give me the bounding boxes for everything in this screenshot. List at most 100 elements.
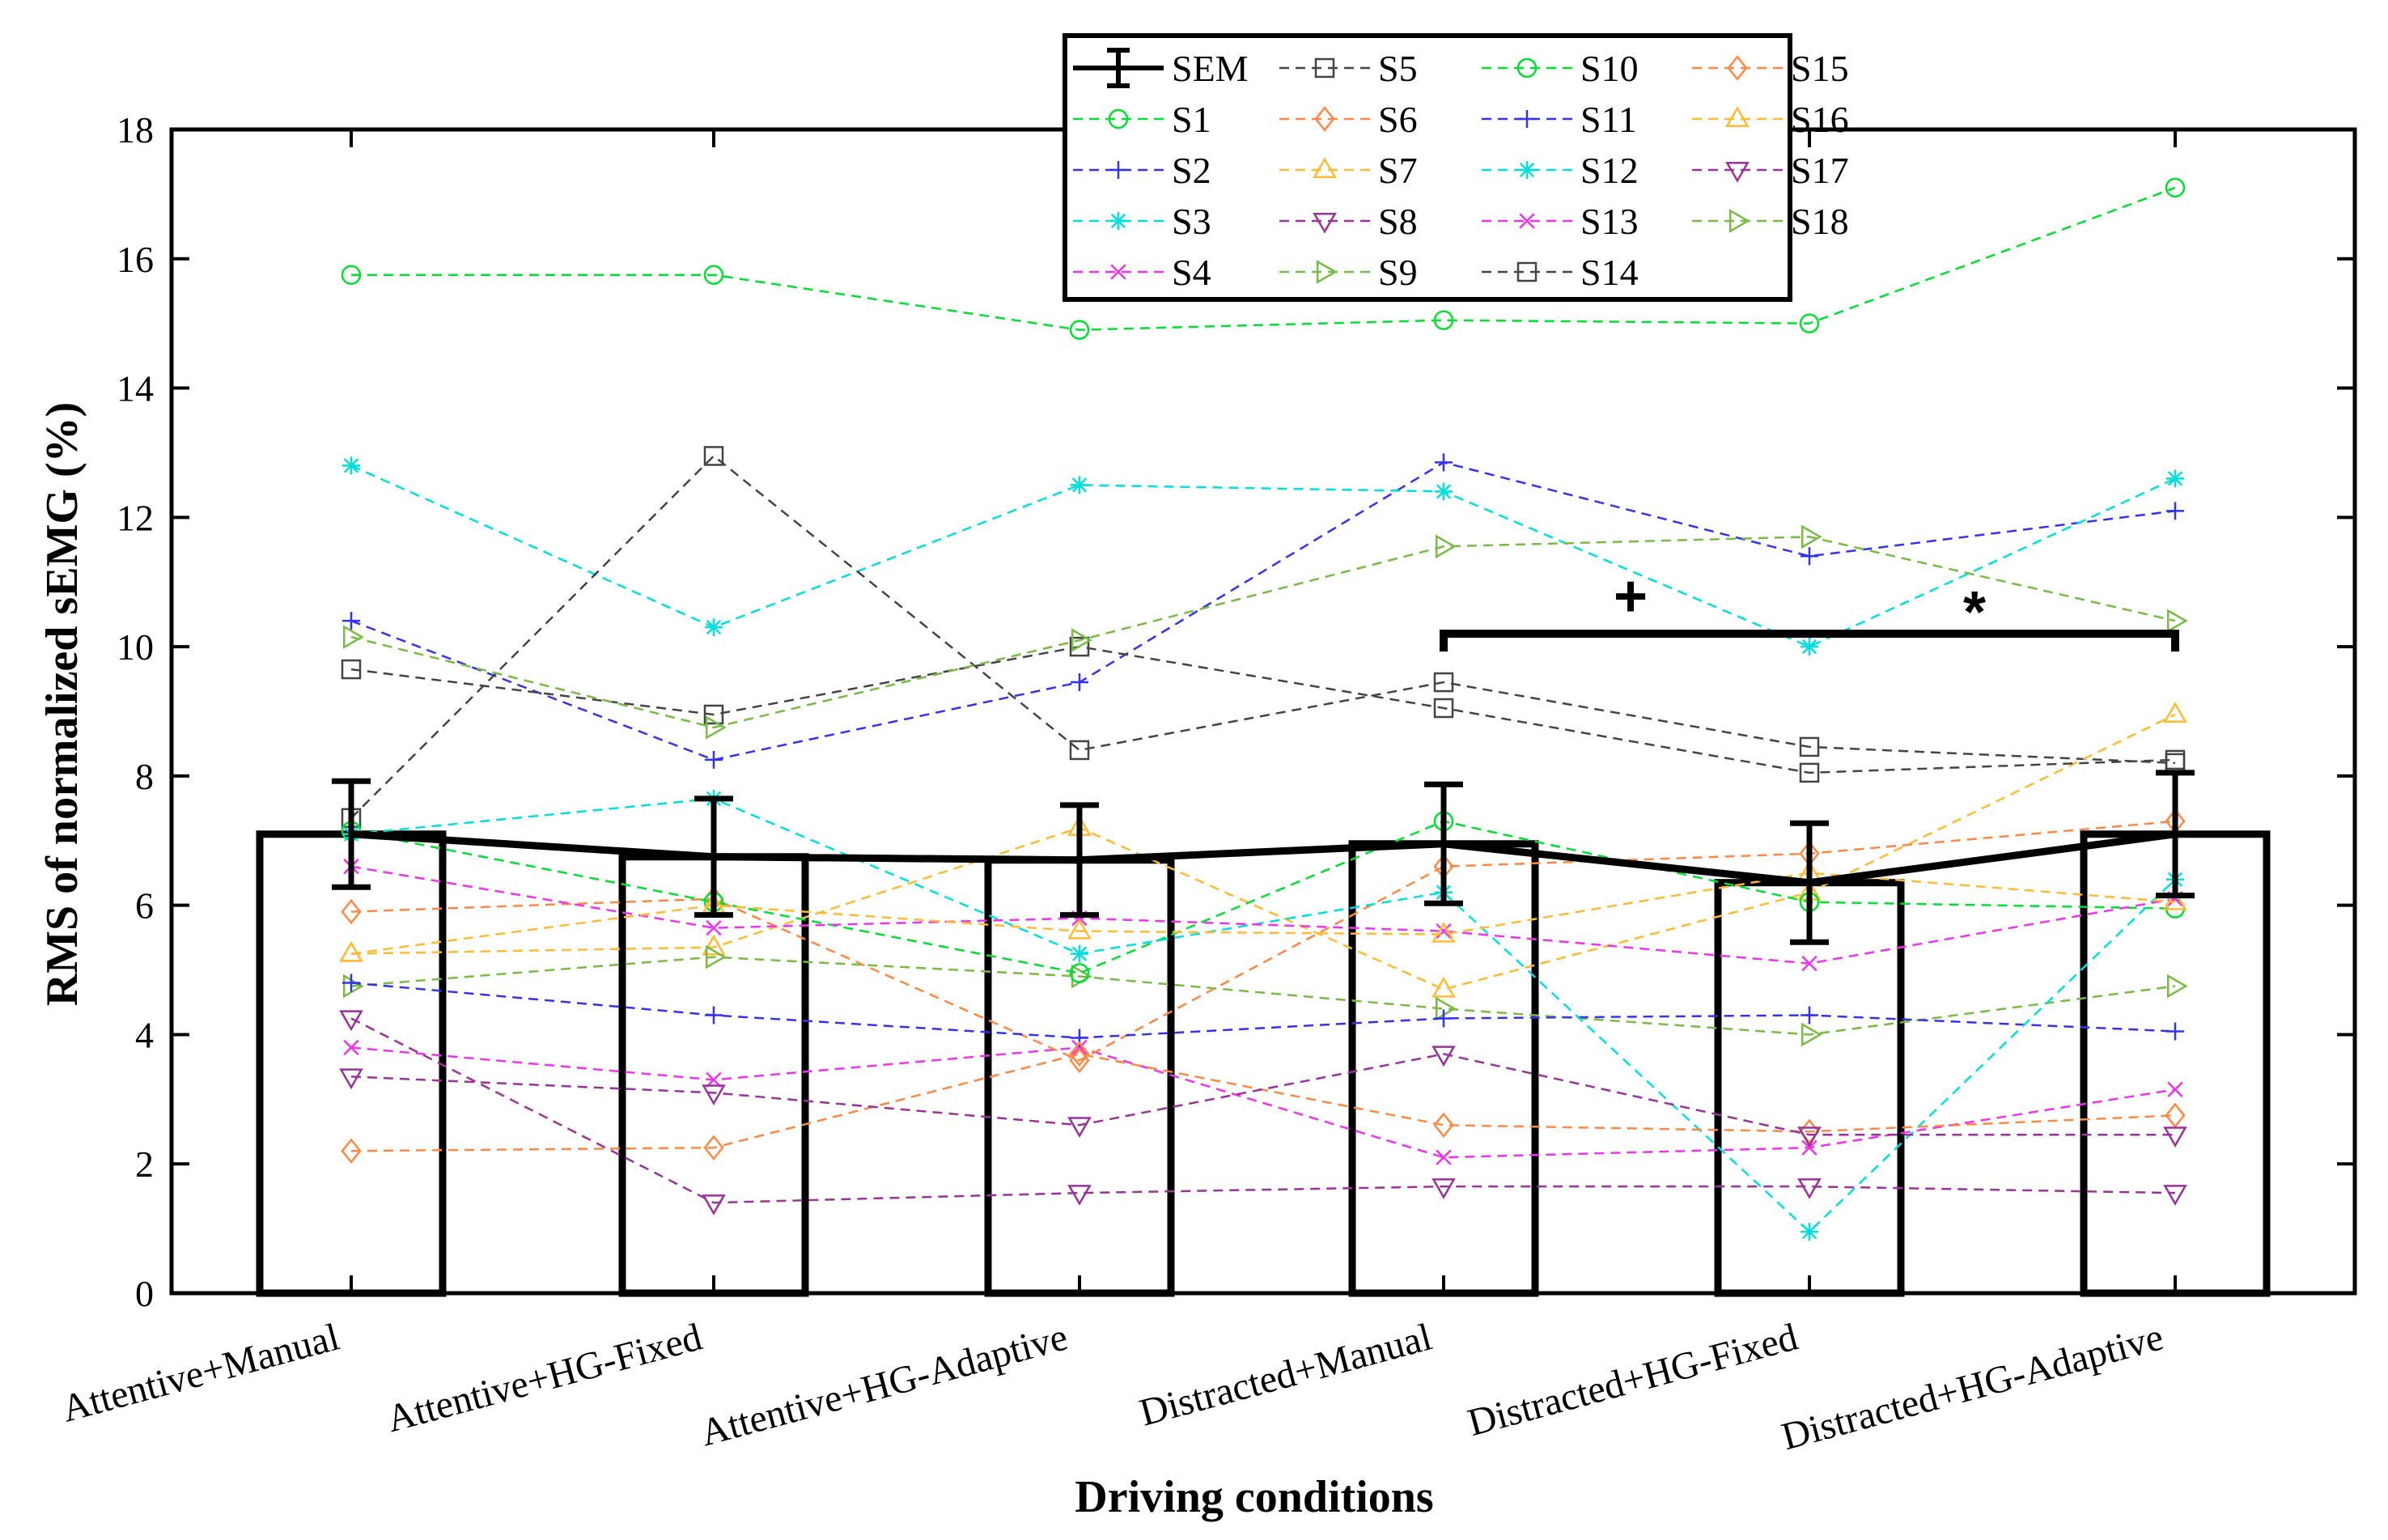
- point-s16-distracted-manual: [1432, 921, 1456, 943]
- point-s3-attentive-manual: [342, 456, 360, 475]
- series-line-s11: [350, 982, 2176, 1039]
- legend-item-s12: S12: [1482, 150, 1639, 191]
- series-s8: [339, 1010, 2187, 1215]
- point-s13-distracted-manual: [1436, 923, 1452, 940]
- legend-label-s3: S3: [1172, 201, 1211, 242]
- legend-label-s18: S18: [1791, 201, 1849, 242]
- point-s11-distracted-manual: [1435, 1009, 1453, 1028]
- y-tick-label-12: 12: [117, 497, 154, 538]
- point-s16-attentive-manual: [339, 940, 363, 962]
- series-line-s7: [350, 713, 2176, 991]
- legend-label-sem: SEM: [1172, 48, 1249, 89]
- point-s1-attentive-hg-fixed: [703, 265, 724, 285]
- legend-marker-s4: [1110, 264, 1126, 280]
- point-s4-distracted-hg-fixed: [1801, 1139, 1818, 1156]
- series-line-s12: [350, 797, 2176, 1233]
- legend-marker-s6: [1314, 106, 1335, 132]
- legend-item-s10: S10: [1482, 48, 1639, 89]
- series-s14: [341, 636, 2186, 783]
- legend-item-s15: S15: [1692, 48, 1849, 89]
- legend-item-s13: S13: [1482, 201, 1639, 242]
- point-s2-distracted-manual: [1435, 453, 1453, 472]
- y-tick-label-18: 18: [117, 109, 154, 151]
- legend-item-s14: S14: [1482, 252, 1639, 293]
- x-axis-label: Driving conditions: [1075, 1472, 1433, 1522]
- point-s16-distracted-hg-adaptive: [2163, 889, 2187, 910]
- annotations-layer: + *: [1440, 564, 2179, 652]
- legend-item-s8: S8: [1279, 201, 1418, 242]
- legend-marker-s17: [1725, 161, 1750, 183]
- series-s1: [341, 177, 2186, 340]
- mean-line: [350, 830, 2176, 887]
- point-s14-distracted-hg-fixed: [1799, 762, 1820, 783]
- legend-label-s11: S11: [1580, 99, 1637, 140]
- legend-item-sem: SEM: [1073, 48, 1249, 89]
- legend-label-s2: S2: [1172, 150, 1211, 191]
- legend-marker-s3: [1109, 212, 1127, 230]
- y-tick-label-14: 14: [117, 368, 154, 409]
- legend-label-s13: S13: [1580, 201, 1639, 242]
- legend-item-s9: S9: [1279, 252, 1418, 293]
- y-tick-label-4: 4: [135, 1014, 154, 1055]
- series-line-s5: [350, 454, 2176, 819]
- series-s18: [342, 524, 2188, 740]
- legend-label-s17: S17: [1791, 150, 1849, 191]
- legend-label-s5: S5: [1378, 48, 1418, 89]
- point-s13-distracted-hg-fixed: [1801, 955, 1818, 972]
- series-line-s3: [350, 465, 2176, 648]
- legend-label-s15: S15: [1791, 48, 1849, 89]
- point-s8-attentive-manual: [339, 1010, 363, 1032]
- legend-marker-s13: [1519, 213, 1535, 229]
- legend-marker-s9: [1316, 260, 1338, 284]
- point-s12-attentive-hg-adaptive: [1071, 944, 1088, 963]
- legend-label-s12: S12: [1580, 150, 1639, 191]
- series-s4: [343, 1039, 2183, 1165]
- point-s14-attentive-hg-fixed: [703, 704, 724, 725]
- legend-marker-s18: [1728, 209, 1750, 233]
- legend-box: [1063, 33, 1792, 302]
- legend-label-s9: S9: [1378, 252, 1418, 293]
- point-s9-distracted-hg-adaptive: [2166, 974, 2188, 999]
- point-s4-distracted-hg-adaptive: [2167, 1081, 2183, 1098]
- point-s6-attentive-manual: [341, 898, 362, 925]
- point-s9-distracted-hg-fixed: [1801, 1022, 1822, 1047]
- series-line-s18: [350, 536, 2176, 729]
- series-line-s13: [350, 865, 2176, 965]
- point-s2-attentive-hg-fixed: [705, 750, 723, 769]
- series-s17: [339, 1046, 2187, 1148]
- point-s16-attentive-hg-adaptive: [1067, 918, 1092, 940]
- legend-marker-s15: [1727, 55, 1748, 81]
- point-s4-attentive-manual: [343, 1039, 359, 1056]
- point-s7-distracted-hg-adaptive: [2163, 702, 2187, 723]
- point-s8-distracted-manual: [1432, 1178, 1456, 1199]
- point-s4-distracted-manual: [1436, 1149, 1452, 1165]
- y-tick-label-2: 2: [135, 1143, 154, 1185]
- point-s18-attentive-hg-fixed: [705, 715, 727, 740]
- point-s8-distracted-hg-adaptive: [2163, 1185, 2187, 1206]
- point-s5-attentive-hg-fixed: [703, 446, 724, 466]
- legend: SEM S1 S2 S3 S4 S5 S6 S7 S8 S9 S10 S11 S12 S13 S14 S15 S…: [1063, 33, 1849, 302]
- y-tick-label-16: 16: [117, 239, 154, 280]
- sem-error-bar-distracted-hg-fixed: [1790, 820, 1829, 945]
- point-s4-attentive-hg-adaptive: [1071, 1039, 1088, 1056]
- legend-label-s1: S1: [1172, 99, 1211, 140]
- point-s5-distracted-manual: [1433, 672, 1454, 693]
- point-s2-distracted-hg-fixed: [1801, 547, 1818, 566]
- point-s5-attentive-hg-adaptive: [1069, 740, 1090, 761]
- significance-plus: +: [1614, 564, 1648, 629]
- point-s1-distracted-hg-adaptive: [2165, 177, 2186, 198]
- series-s3: [342, 456, 2184, 656]
- point-s10-attentive-hg-adaptive: [1069, 963, 1090, 983]
- y-tick-label-10: 10: [117, 626, 154, 668]
- point-s13-attentive-hg-fixed: [706, 919, 722, 936]
- legend-marker-s5: [1314, 57, 1335, 78]
- series-line-s9: [350, 956, 2176, 1036]
- y-tick-label-8: 8: [135, 756, 154, 797]
- legend-marker-s12: [1518, 161, 1536, 179]
- legend-label-s14: S14: [1580, 252, 1639, 293]
- legend-item-s1: S1: [1073, 99, 1211, 140]
- point-s18-distracted-hg-fixed: [1801, 524, 1822, 549]
- point-s9-distracted-manual: [1435, 996, 1457, 1021]
- x-tick-label-attentive-manual: Attentive+Manual: [57, 1315, 344, 1430]
- point-s11-attentive-manual: [342, 974, 360, 992]
